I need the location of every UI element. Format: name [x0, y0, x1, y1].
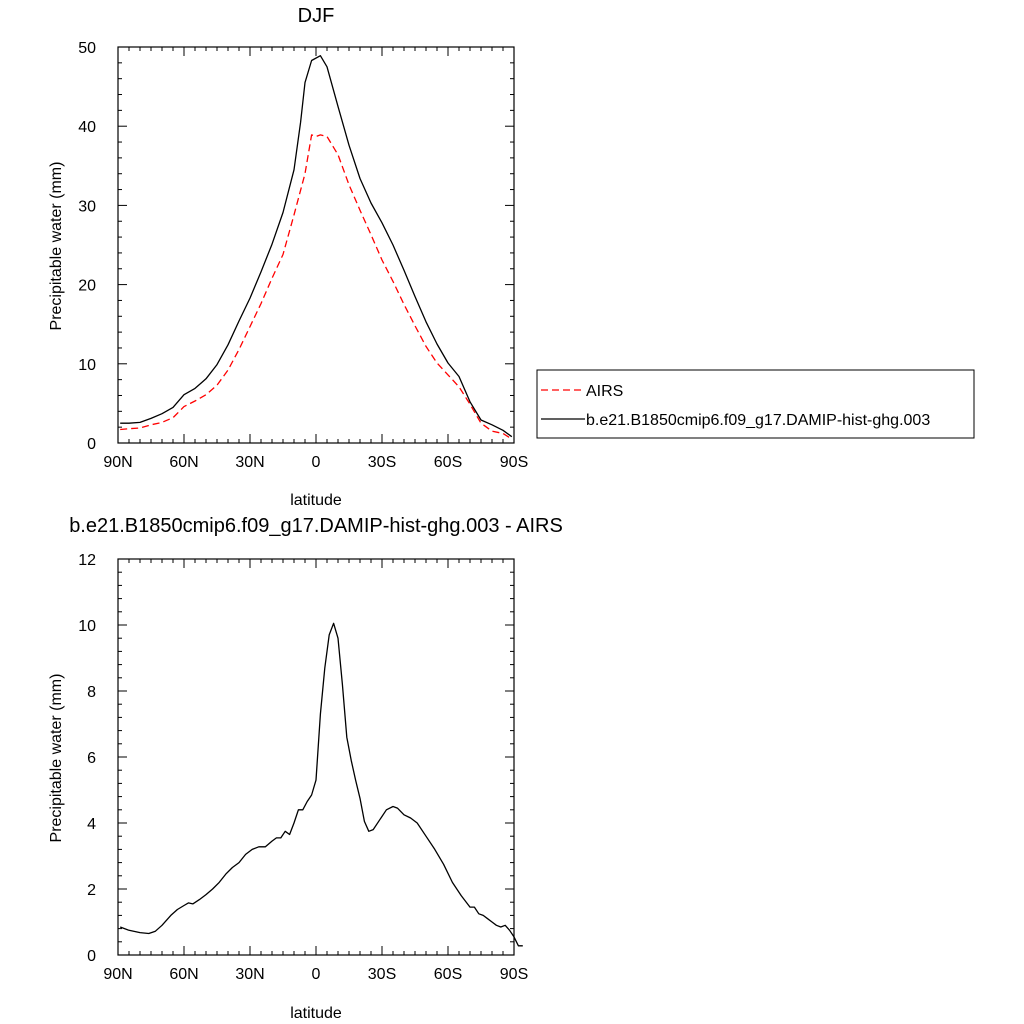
- x-tick-label: 90N: [103, 966, 132, 983]
- y-tick-label: 6: [87, 750, 96, 767]
- x-tick-label: 0: [312, 454, 321, 471]
- legend-label-model: b.e21.B1850cmip6.f09_g17.DAMIP-hist-ghg.…: [586, 412, 930, 429]
- y-tick-label: 20: [78, 278, 96, 295]
- y-tick-label: 40: [78, 119, 96, 136]
- series-line-airs: [120, 134, 513, 440]
- y-tick-label: 0: [87, 948, 96, 965]
- panel-djf: DJF Precipitable water (mm) latitude 90N…: [48, 5, 528, 509]
- x-tick-label: 30S: [368, 454, 396, 471]
- x-tick-label: 90S: [500, 966, 528, 983]
- x-axis-label: latitude: [290, 1005, 342, 1022]
- y-tick-label: 50: [78, 40, 96, 57]
- x-tick-label: 60S: [434, 454, 462, 471]
- series-line-model: [120, 55, 513, 438]
- x-tick-label: 60S: [434, 966, 462, 983]
- x-tick-label: 90N: [103, 454, 132, 471]
- panel-difference: b.e21.B1850cmip6.f09_g17.DAMIP-hist-ghg.…: [48, 515, 563, 1022]
- x-tick-label: 30N: [235, 454, 264, 471]
- legend-box: [536, 369, 975, 439]
- y-tick-label: 30: [78, 198, 96, 215]
- y-axis-label: Precipitable water (mm): [48, 674, 65, 843]
- y-tick-label: 8: [87, 684, 96, 701]
- y-tick-label: 4: [87, 816, 96, 833]
- x-tick-label: 30S: [368, 966, 396, 983]
- y-tick-label: 2: [87, 882, 96, 899]
- x-axis-label: latitude: [290, 492, 342, 509]
- y-axis-label: Precipitable water (mm): [48, 162, 65, 331]
- y-tick-label: 0: [87, 436, 96, 453]
- legend: AIRS b.e21.B1850cmip6.f09_g17.DAMIP-hist…: [536, 369, 975, 439]
- y-tick-label: 10: [78, 357, 96, 374]
- plot-frame: [117, 558, 515, 956]
- y-tick-label: 12: [78, 552, 96, 569]
- chart-title: DJF: [298, 5, 335, 27]
- legend-label-airs: AIRS: [586, 383, 623, 400]
- x-tick-label: 60N: [169, 966, 198, 983]
- plot-frame: [117, 46, 515, 444]
- x-tick-label: 30N: [235, 966, 264, 983]
- x-tick-label: 90S: [500, 454, 528, 471]
- y-tick-label: 10: [78, 618, 96, 635]
- x-tick-label: 60N: [169, 454, 198, 471]
- x-tick-label: 0: [312, 966, 321, 983]
- series-line-difference: [119, 622, 523, 947]
- chart-title: b.e21.B1850cmip6.f09_g17.DAMIP-hist-ghg.…: [69, 515, 563, 537]
